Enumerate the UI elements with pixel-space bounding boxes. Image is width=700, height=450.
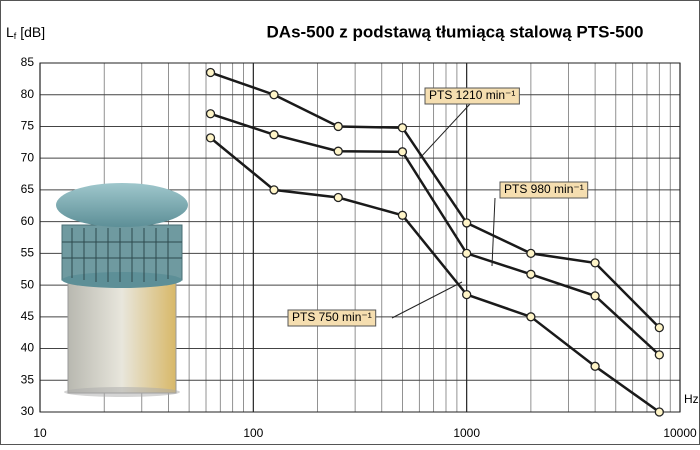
series-label: PTS 750 min⁻¹ xyxy=(292,310,372,324)
data-point xyxy=(333,121,343,132)
data-point xyxy=(526,312,536,322)
y-tick-label: 55 xyxy=(21,246,35,260)
y-tick-label: 70 xyxy=(21,150,35,164)
data-point xyxy=(333,192,343,203)
data-point xyxy=(526,248,536,259)
data-point xyxy=(269,185,279,195)
series-label-box xyxy=(287,309,377,327)
y-tick-label: 45 xyxy=(21,309,35,323)
data-point xyxy=(269,130,279,140)
y-tick-label: 50 xyxy=(21,277,35,291)
series-label-box xyxy=(499,181,589,199)
series-label: PTS 1210 min⁻¹ xyxy=(429,88,515,102)
series-line xyxy=(209,136,661,414)
chart-title: DAs-500 z podstawą tłumiącą stalową PTS-… xyxy=(267,22,644,41)
y-tick-label: 30 xyxy=(21,404,35,418)
data-point xyxy=(269,90,279,100)
plot-border xyxy=(39,62,681,413)
plot: PTS 1210 min⁻¹ PTS 980 min⁻¹ PTS 750 min⁻¹ xyxy=(205,67,664,417)
series-line xyxy=(210,71,661,329)
x-tick-label: 1000 xyxy=(453,426,480,440)
y-axis-label: Lf [dB] xyxy=(6,24,45,42)
leader-line xyxy=(419,103,471,159)
data-point xyxy=(205,133,216,143)
series-label-box xyxy=(424,87,520,105)
leader-line xyxy=(391,281,463,319)
leader-line xyxy=(491,197,496,267)
y-tick-label: 75 xyxy=(21,119,35,133)
data-point xyxy=(590,361,600,371)
data-point xyxy=(462,218,472,228)
x-tick-label: 10000 xyxy=(663,426,697,440)
data-point xyxy=(590,291,600,301)
x-axis-label: Hz xyxy=(684,392,699,406)
data-point xyxy=(462,289,472,300)
data-point xyxy=(654,322,664,333)
y-tick-label: 60 xyxy=(21,214,35,228)
y-label-sub: f xyxy=(14,31,17,41)
x-tick-label: 100 xyxy=(243,426,263,440)
y-label-unit: [dB] xyxy=(16,24,45,40)
data-point xyxy=(333,146,343,156)
y-tick-label: 40 xyxy=(21,341,35,355)
y-tick-label: 80 xyxy=(21,87,35,101)
product-photo xyxy=(56,183,188,397)
data-point xyxy=(397,147,408,157)
y-tick-label: 65 xyxy=(21,182,35,196)
data-point xyxy=(205,109,216,119)
data-point xyxy=(654,350,664,360)
data-point xyxy=(462,248,472,259)
y-label-main: L xyxy=(6,24,14,40)
y-tick-label: 35 xyxy=(21,372,35,386)
y-tick-label: 85 xyxy=(21,55,35,69)
x-tick-label: 10 xyxy=(33,426,47,440)
data-point xyxy=(590,258,600,268)
data-point xyxy=(205,67,216,78)
data-point xyxy=(526,269,536,279)
data-point xyxy=(654,407,664,417)
data-point xyxy=(397,123,408,133)
series-label: PTS 980 min⁻¹ xyxy=(504,182,584,196)
data-point xyxy=(397,210,408,220)
series-line xyxy=(210,112,661,356)
